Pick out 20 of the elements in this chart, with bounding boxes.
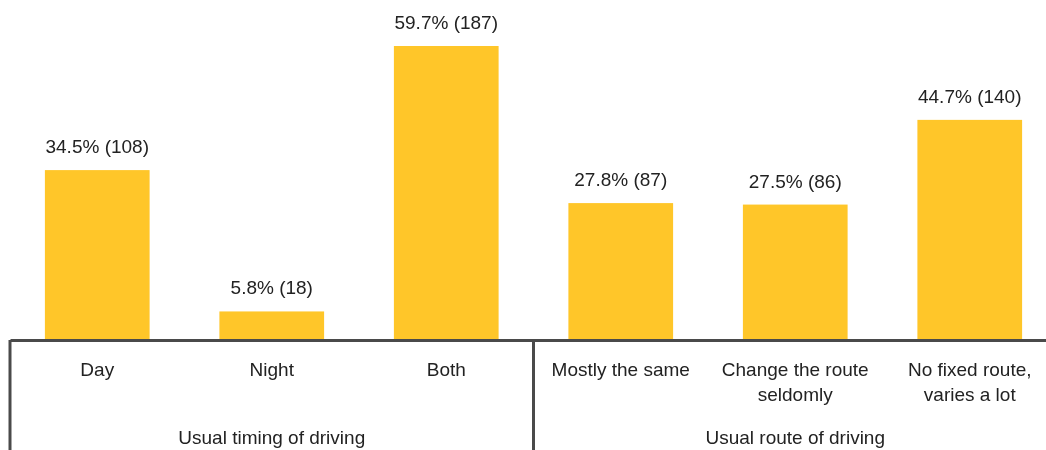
data-label: 59.7% (187) (394, 12, 499, 33)
bar (219, 311, 325, 340)
x-tick-label: Mostly the same (551, 359, 690, 380)
x-tick-label: No fixed route, varies a lot (907, 359, 1032, 405)
data-label: 5.8% (18) (230, 277, 313, 299)
data-label: 27.5% (86) (748, 170, 842, 192)
bar (742, 204, 848, 340)
bar (917, 119, 1023, 340)
text: Usual timing of driving (178, 427, 366, 448)
x-tick-label: Night (249, 359, 295, 380)
x-tick-label: Change the route seldomly (721, 359, 869, 405)
text: Usual route of driving (705, 427, 886, 448)
x-tick-label: Day (80, 359, 115, 380)
data-label: 27.8% (87) (574, 169, 668, 191)
data-label: 34.5% (108) (45, 136, 150, 158)
bar (568, 203, 674, 340)
x-tick-label: Both (426, 359, 466, 380)
data-label: 44.7% (140) (917, 85, 1022, 107)
bar (393, 46, 499, 340)
bar (44, 170, 150, 340)
